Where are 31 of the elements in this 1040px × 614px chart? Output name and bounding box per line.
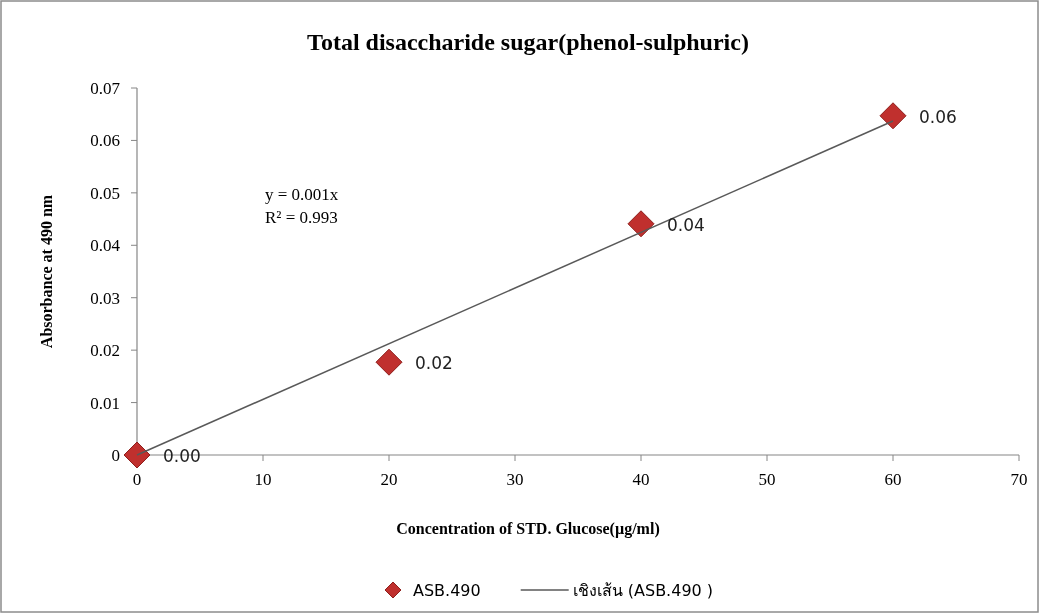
x-tick-label: 30 — [506, 470, 524, 489]
point — [123, 441, 151, 469]
y-tick-label: 0.04 — [90, 236, 121, 256]
x-tick-label: 10 — [254, 470, 272, 489]
data-label: 0.00 — [163, 446, 201, 466]
y-tick-label: 0.03 — [90, 288, 120, 308]
data-label: 0.04 — [667, 214, 705, 235]
x-axis-title: Concentration of STD. Glucose(µg/ml) — [396, 520, 660, 538]
y-tick-label: 0.02 — [90, 341, 120, 361]
legend-label: ASB.490 — [413, 581, 481, 600]
legend-label: เชิงเส้น (ASB.490 ) — [572, 581, 714, 600]
y-tick-label: 0 — [111, 446, 120, 465]
data-label: 0.06 — [919, 106, 957, 127]
y-tick-label: 0.06 — [90, 131, 120, 151]
x-tick-label: 70 — [1010, 470, 1028, 489]
chart-title: Total disaccharide sugar(phenol-sulphuric) — [307, 29, 749, 55]
y-tick-label: 0.07 — [90, 79, 121, 98]
point — [375, 348, 403, 376]
x-tick-label: 40 — [632, 470, 650, 489]
x-tick-label: 0 — [132, 470, 142, 489]
annotation: R² = 0.993 — [265, 208, 338, 227]
point — [879, 102, 907, 130]
x-tick-label: 50 — [758, 470, 776, 489]
y-axis-title: Absorbance at 490 nm — [38, 194, 55, 349]
data-label: 0.02 — [415, 353, 453, 374]
annotation: y = 0.001x — [265, 185, 339, 204]
x-tick-label: 60 — [884, 470, 902, 489]
y-tick-label: 0.05 — [90, 183, 120, 203]
y-tick-label: 0.01 — [90, 393, 120, 413]
point — [627, 210, 655, 238]
x-tick-label: 20 — [380, 470, 398, 489]
